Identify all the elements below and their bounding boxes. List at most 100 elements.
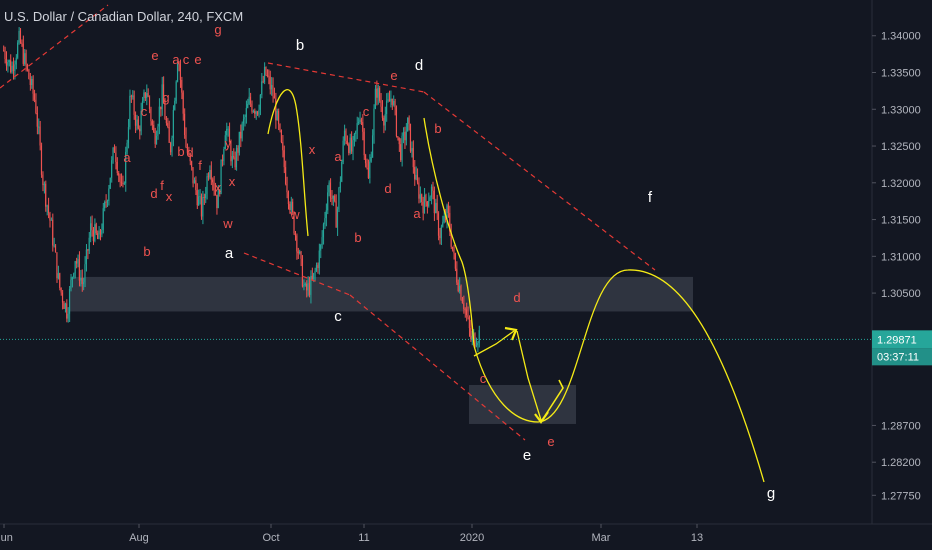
countdown-label: 03:37:11 <box>877 351 919 363</box>
candle-body <box>412 148 414 168</box>
candle-body <box>57 273 59 279</box>
candle-body <box>123 183 125 185</box>
wave-label-g: g <box>767 485 775 502</box>
candle-body <box>471 335 473 340</box>
wave-label-a: a <box>225 245 234 262</box>
candle-body <box>70 279 72 289</box>
candle-body <box>88 237 90 251</box>
candle-body <box>230 142 232 162</box>
candle-body <box>7 62 9 66</box>
trendline-c-e <box>349 294 526 441</box>
wave-label-f: f <box>648 189 653 206</box>
candle-body <box>224 135 226 149</box>
candle-body <box>460 285 462 300</box>
candle-body <box>169 142 172 153</box>
candle-body <box>172 109 174 138</box>
candle-body <box>416 174 418 183</box>
candle-body <box>468 317 470 329</box>
candle-body <box>139 128 141 132</box>
candle-body <box>91 223 93 231</box>
candle-body <box>465 309 468 316</box>
candle-body <box>126 142 128 152</box>
support-zone <box>469 385 576 424</box>
candle-body <box>94 224 96 241</box>
candle-body <box>28 69 30 79</box>
candle-body <box>252 110 254 112</box>
candle-body <box>39 126 41 146</box>
candle-body <box>40 145 42 175</box>
candle-body <box>84 264 86 283</box>
candle-body <box>286 183 288 193</box>
wave-label-b: b <box>296 37 304 54</box>
candle-body <box>418 182 420 199</box>
candle-body <box>233 156 235 158</box>
candle-body <box>336 209 339 228</box>
candle-body <box>92 230 94 241</box>
minor-wave-label-w: w <box>289 207 300 222</box>
candle-body <box>21 42 23 44</box>
projection-curve-main <box>473 269 765 483</box>
candle-body <box>400 144 402 161</box>
candle-body <box>308 283 310 295</box>
candle-body <box>217 190 219 209</box>
candle-body <box>160 106 162 110</box>
candle-body <box>161 84 163 110</box>
minor-wave-label-d: d <box>186 145 193 160</box>
candle-body <box>249 96 252 104</box>
projection-arrow-up <box>473 330 515 357</box>
y-tick-label: 1.33000 <box>881 104 921 116</box>
candle-body <box>411 148 413 152</box>
candle-body <box>352 140 354 152</box>
candle-body <box>36 113 38 127</box>
candle-body <box>331 198 333 200</box>
candle-body <box>144 92 146 98</box>
candle-body <box>199 196 201 197</box>
candle-body <box>198 196 200 206</box>
candle-body <box>134 114 136 126</box>
candle-body <box>185 134 187 148</box>
candle-body <box>87 249 89 251</box>
candle-body <box>366 163 368 168</box>
candle-body <box>301 258 303 287</box>
minor-wave-label-x: x <box>215 180 222 195</box>
candle-body <box>210 169 212 180</box>
candle-body <box>313 273 315 280</box>
candle-body <box>470 328 472 340</box>
candle-body <box>259 94 261 110</box>
minor-wave-label-f: f <box>160 178 164 193</box>
candle-body <box>178 63 180 65</box>
candle-body <box>292 201 294 213</box>
candle-body <box>98 230 100 239</box>
candle-body <box>14 64 16 72</box>
candle-body <box>290 201 292 211</box>
candle-body <box>251 103 253 112</box>
candle-body <box>321 237 323 246</box>
candle-body <box>54 245 57 253</box>
candle-body <box>182 92 184 114</box>
candle-body <box>105 202 107 203</box>
candle-body <box>104 202 106 209</box>
candle-body <box>164 103 166 120</box>
candle-body <box>283 150 285 168</box>
minor-wave-label-x: x <box>166 189 173 204</box>
candle-body <box>22 43 24 64</box>
candle-body <box>153 124 155 133</box>
candle-body <box>155 136 158 144</box>
candle-body <box>449 213 451 232</box>
candle-body <box>113 147 115 153</box>
candle-body <box>269 76 271 90</box>
candle-body <box>341 162 343 182</box>
candle-body <box>234 157 236 168</box>
candle-body <box>280 130 282 143</box>
wave-label-c: c <box>334 308 342 325</box>
candle-body <box>106 201 108 203</box>
candle-body <box>388 99 390 102</box>
y-tick-label: 1.28200 <box>881 457 921 469</box>
y-tick-label: 1.34000 <box>881 31 921 43</box>
candle-body <box>378 88 381 101</box>
candle-body <box>52 219 54 246</box>
candle-body <box>478 330 480 343</box>
candle-body <box>137 119 139 129</box>
candle-body <box>202 197 204 217</box>
